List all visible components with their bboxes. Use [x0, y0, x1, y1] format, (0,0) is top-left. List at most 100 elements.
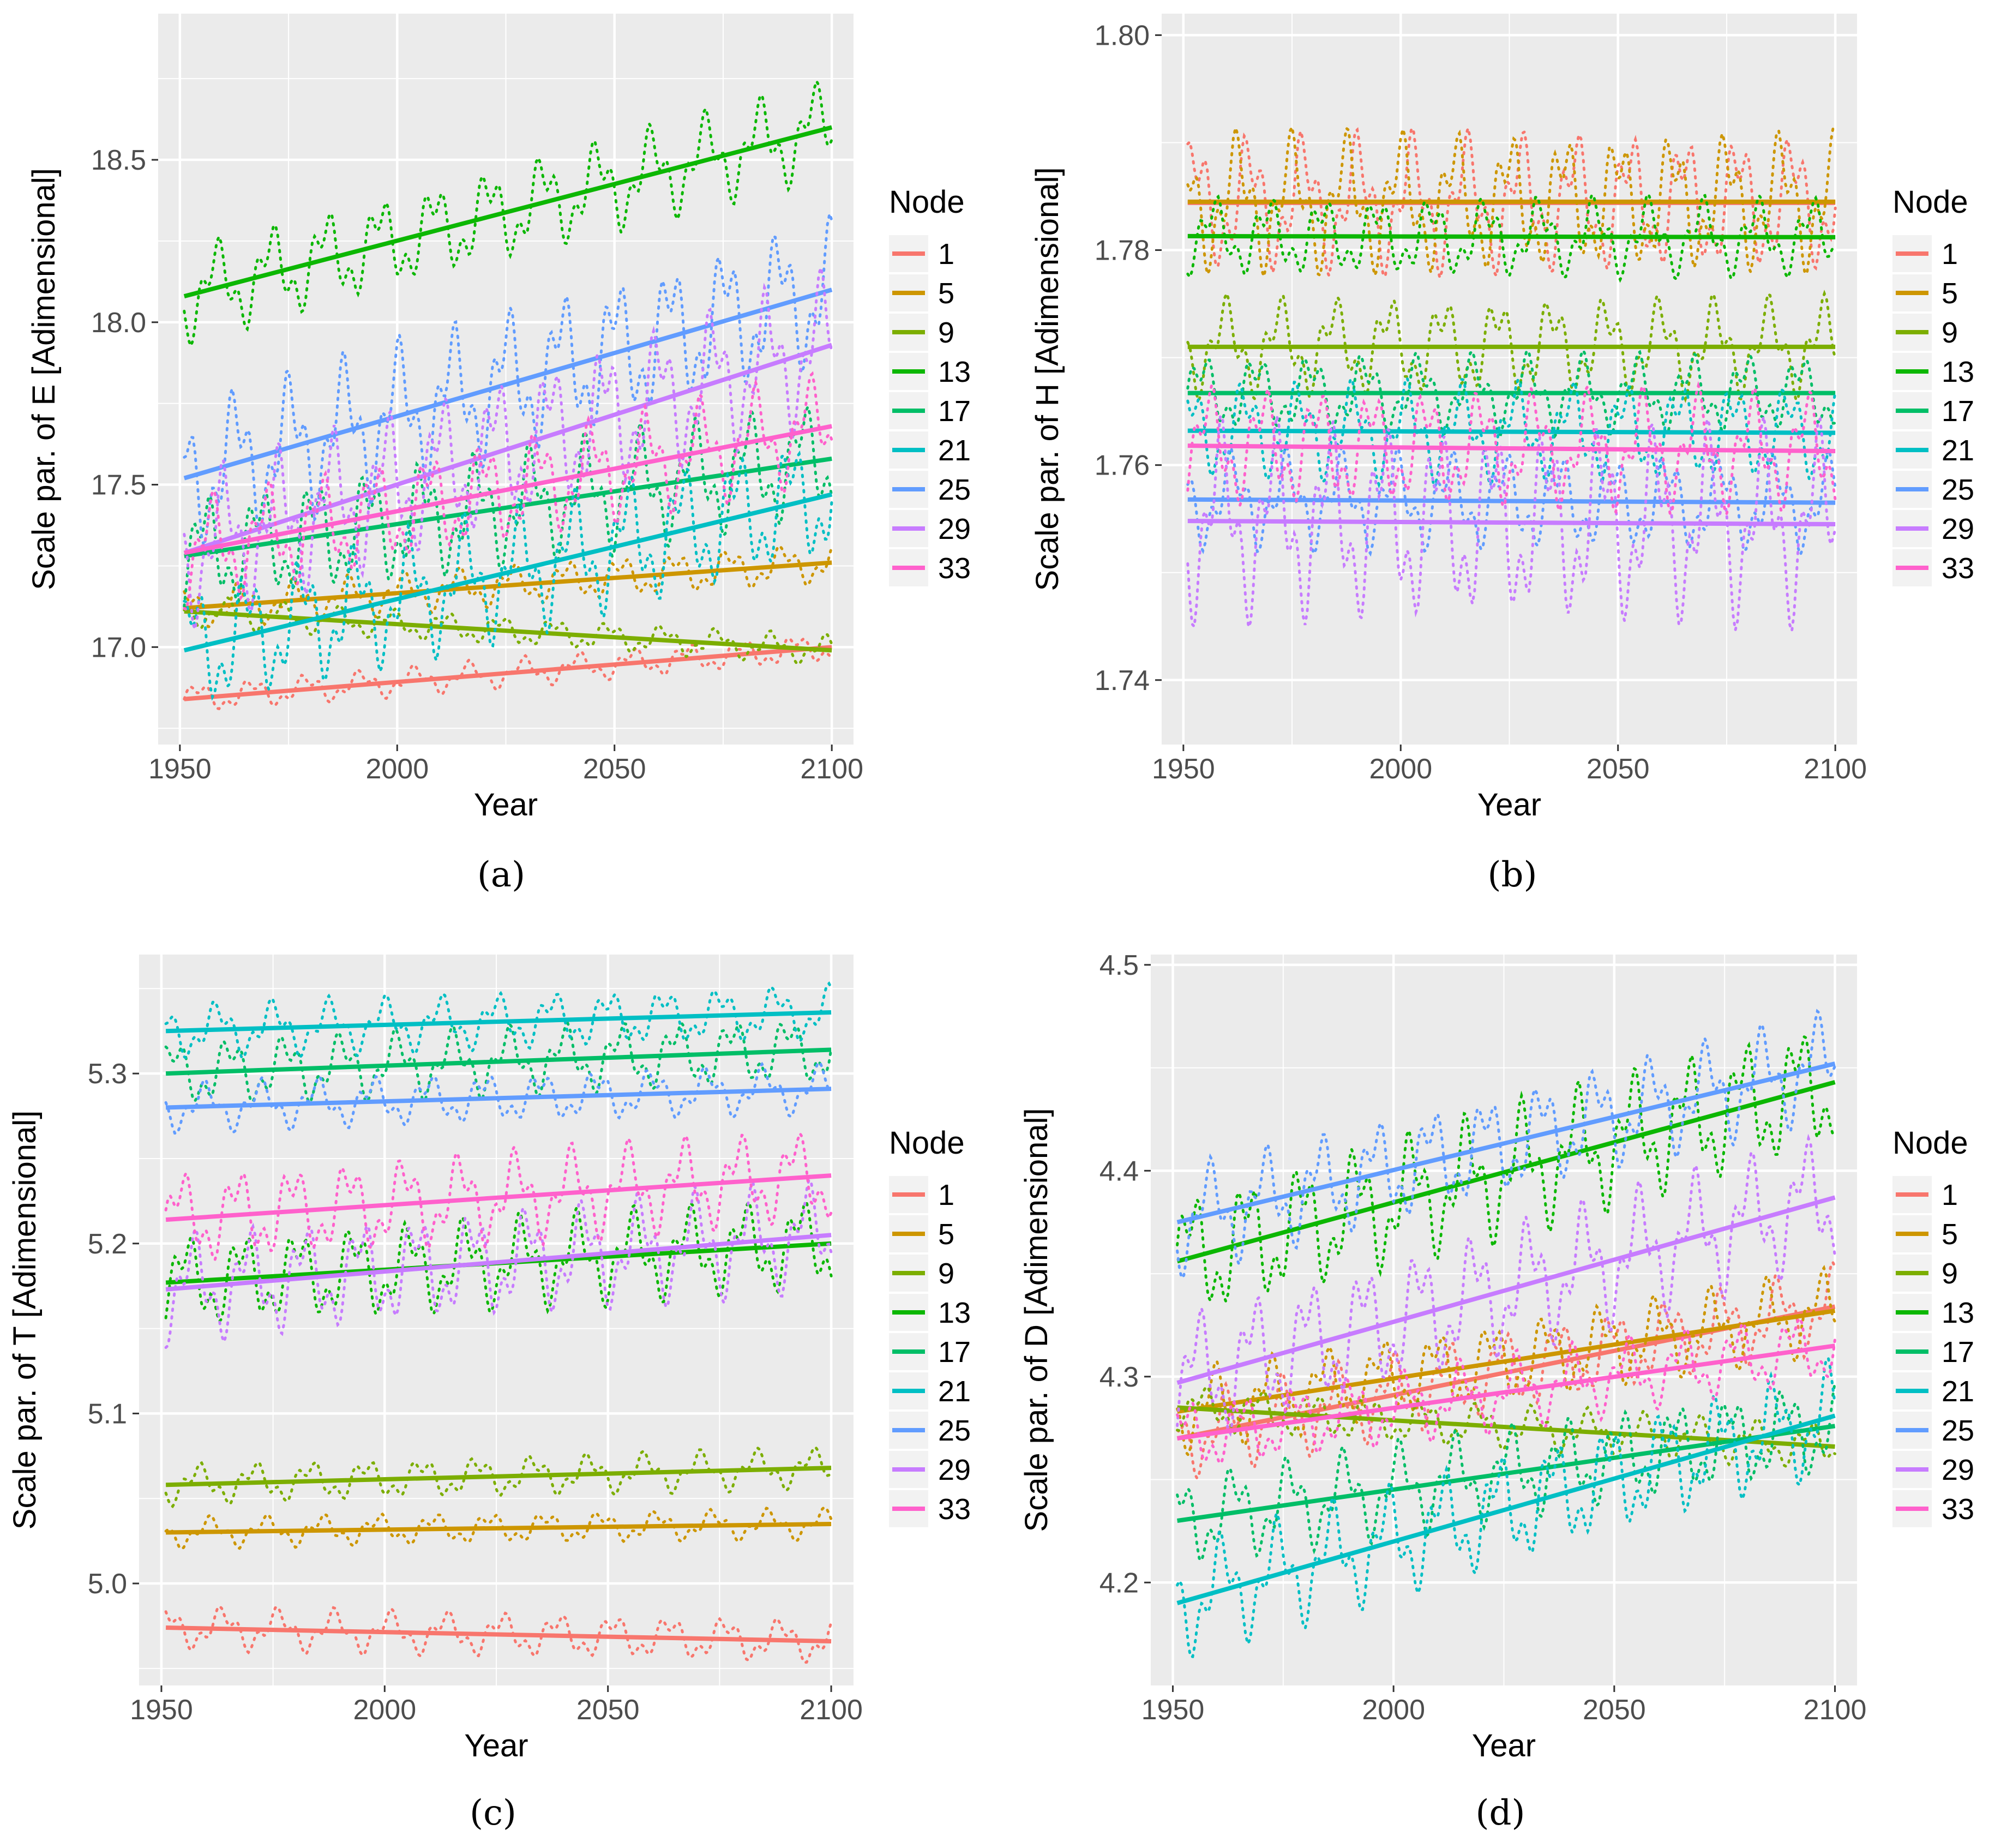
series-33-trend: [184, 424, 832, 555]
series-25-trend: [183, 287, 833, 481]
legend-label-17: 17: [938, 1336, 971, 1369]
legend-label-1: 1: [1942, 1179, 1958, 1211]
legend-label-21: 21: [1942, 1375, 1974, 1408]
legend-label-13: 13: [1942, 356, 1974, 388]
x-axis-title: Year: [464, 1728, 528, 1763]
legend-label-29: 29: [1942, 513, 1974, 545]
y-axis-title: Scale par. of T [Adimensional]: [7, 1111, 43, 1529]
series-1-data: [1186, 123, 1837, 283]
x-tick-label: 1950: [148, 753, 212, 785]
y-tick-label: 1.78: [1095, 235, 1150, 267]
legend-label-33: 33: [1942, 1493, 1974, 1526]
series-13-trend: [1187, 233, 1836, 239]
legend-title: Node: [889, 184, 965, 220]
series-1-data: [1176, 1258, 1836, 1482]
y-tick-label: 1.76: [1095, 450, 1150, 482]
x-tick-label: 2100: [800, 753, 863, 785]
series-25-data: [183, 208, 833, 551]
x-tick-label: 2000: [365, 753, 429, 785]
legend-title: Node: [1892, 1125, 1968, 1161]
series-group: [183, 77, 833, 711]
series-13-data: [1186, 191, 1837, 283]
series-25-trend: [166, 1087, 832, 1110]
panel-label: (d): [1476, 1793, 1525, 1833]
legend-label-21: 21: [938, 434, 971, 467]
series-29-trend: [183, 343, 833, 555]
panel-4: 4.2 4.3 4.4 4.5 1950 2000 2050 2100 Year Scale pa…: [1019, 950, 1974, 1833]
legend-label-1: 1: [938, 1179, 954, 1211]
legend-label-29: 29: [1942, 1454, 1974, 1486]
series-9-data: [1176, 1385, 1836, 1469]
series-17-data: [164, 1020, 833, 1106]
legend-title: Node: [1892, 184, 1968, 220]
series-17-trend: [165, 1047, 832, 1076]
series-1-trend: [166, 1625, 832, 1643]
y-tick-label: 5.2: [88, 1228, 127, 1260]
panel-2: 1.74 1.76 1.78 1.80 1950 2000 2050 2100 Year Scal…: [1030, 14, 1974, 895]
x-tick-label: 1950: [1152, 753, 1215, 785]
y-axis-title: Scale par. of H [Adimensional]: [1030, 167, 1065, 591]
series-1-data: [164, 1604, 833, 1665]
legend-label-13: 13: [938, 1297, 971, 1329]
legend: Node 1 5 9 13 17 21 25 29 33: [889, 184, 971, 586]
legend-label-17: 17: [1942, 1336, 1974, 1369]
series-29-trend: [1176, 1195, 1836, 1385]
legend-label-25: 25: [938, 473, 971, 506]
series-25-data: [164, 1061, 833, 1135]
series-group: [164, 981, 833, 1665]
legend: Node 1 5 9 13 17 21 25 29 33: [1892, 184, 1974, 586]
legend-title: Node: [889, 1125, 965, 1161]
legend-label-17: 17: [1942, 395, 1974, 428]
panel-label: (a): [477, 855, 525, 895]
legend-label-21: 21: [1942, 434, 1974, 467]
series-17-trend: [1176, 1424, 1836, 1523]
x-tick-label: 2100: [1804, 753, 1867, 785]
panel-1: 17.0 17.5 18.0 18.5 1950 2000 2050 2100 Year Scal…: [26, 14, 971, 895]
series-group: [1176, 1009, 1836, 1658]
x-axis-title: Year: [474, 787, 538, 823]
legend-label-25: 25: [1942, 473, 1974, 506]
y-tick-label: 5.1: [88, 1398, 127, 1430]
series-21-data: [1186, 374, 1837, 489]
y-axis-title: Scale par. of D [Adimensional]: [1019, 1108, 1054, 1532]
series-21-trend: [166, 1010, 832, 1034]
legend-label-9: 9: [938, 316, 954, 349]
legend-label-33: 33: [938, 1493, 971, 1526]
series-5-data: [1186, 122, 1837, 282]
series-33-data: [164, 1130, 833, 1263]
y-tick-label: 1.74: [1095, 665, 1150, 697]
y-tick-label: 18.0: [91, 307, 146, 339]
series-25-trend: [1176, 1061, 1836, 1225]
series-21-trend: [183, 492, 833, 653]
y-tick-label: 1.80: [1095, 20, 1150, 51]
series-29-data: [1176, 1133, 1836, 1437]
series-21-trend: [1187, 428, 1836, 435]
panel-label: (b): [1488, 855, 1537, 895]
legend-label-29: 29: [938, 513, 971, 545]
series-1-trend: [184, 645, 832, 701]
y-tick-label: 4.4: [1099, 1155, 1139, 1187]
series-33-data: [1186, 381, 1837, 519]
series-group: [1186, 122, 1837, 632]
series-13-trend: [183, 125, 833, 299]
x-tick-label: 2050: [1583, 1694, 1646, 1726]
legend: Node 1 5 9 13 17 21 25 29 33: [889, 1125, 971, 1527]
y-tick-label: 5.3: [88, 1058, 127, 1090]
series-33-trend: [1187, 443, 1836, 454]
legend-label-5: 5: [938, 1218, 954, 1251]
legend-label-1: 1: [938, 238, 954, 271]
legend-label-13: 13: [938, 356, 971, 388]
y-tick-label: 4.2: [1099, 1567, 1139, 1599]
series-33-trend: [1177, 1343, 1836, 1441]
series-5-data: [1176, 1265, 1836, 1458]
series-9-data: [1186, 290, 1837, 405]
series-13-trend: [1176, 1080, 1836, 1264]
legend-label-21: 21: [938, 1375, 971, 1408]
series-17-trend: [184, 456, 832, 559]
legend-label-5: 5: [1942, 1218, 1958, 1251]
x-axis-title: Year: [1472, 1728, 1536, 1763]
y-tick-label: 5.0: [88, 1568, 127, 1600]
x-tick-label: 2100: [800, 1694, 863, 1726]
series-25-data: [1176, 1009, 1836, 1281]
